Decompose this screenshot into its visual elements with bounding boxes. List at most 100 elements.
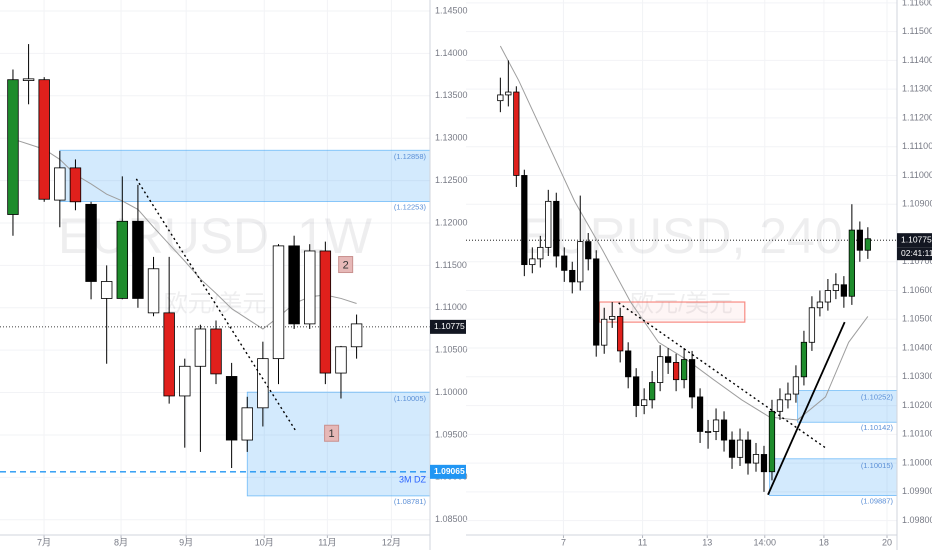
candle-body — [304, 250, 316, 325]
candle-body — [784, 393, 792, 401]
zone-label: (1.12253) — [394, 203, 427, 212]
zone-label: (1.10015) — [861, 461, 894, 470]
candle-body — [85, 203, 97, 282]
y-tick-label: 1.10000 — [902, 457, 932, 467]
x-tick-label: 11 — [638, 537, 647, 547]
candle-body — [832, 284, 840, 291]
x-tick-label: 10月 — [255, 537, 274, 547]
y-tick-label: 1.10600 — [902, 285, 932, 295]
y-tick-label: 1.11100 — [902, 141, 932, 151]
candle-body — [225, 376, 238, 441]
price-tag-label: 1.09065 — [434, 466, 465, 476]
candle-body — [553, 200, 560, 257]
trendline — [618, 302, 826, 449]
candle-body — [760, 454, 768, 473]
zone — [246, 391, 430, 497]
zone-label: (1.10142) — [861, 423, 894, 432]
candle-body — [163, 312, 175, 397]
x-tick-label: 11月 — [318, 537, 336, 547]
plot: EURUSD, 1W欧元/美元(1.12858)(1.12253)(1.1000… — [0, 0, 430, 535]
candle-body — [728, 439, 736, 458]
x-tick-label: 18 — [819, 537, 829, 547]
candle-body — [561, 255, 568, 271]
x-tick-label: 7 — [561, 537, 566, 547]
watermark-subtitle: 欧元/美元 — [164, 290, 267, 317]
x-tick-label: 8月 — [114, 537, 128, 547]
zone-label: (1.12858) — [394, 152, 427, 161]
x-tick-label: 13 — [702, 537, 712, 547]
x-tick-label: 20 — [882, 537, 892, 547]
candle-body — [179, 365, 191, 397]
candle-body — [569, 269, 576, 283]
candle-body — [593, 258, 600, 346]
candle-body — [69, 167, 82, 203]
zone — [769, 458, 897, 496]
candle-body — [824, 290, 832, 303]
candle-body — [505, 91, 512, 96]
candle-body — [241, 407, 253, 441]
candle-body — [545, 200, 552, 248]
candle-body — [649, 382, 656, 401]
y-tick-label: 1.10500 — [902, 314, 932, 324]
y-tick-label: 1.10300 — [902, 371, 932, 381]
y-tick-label: 1.12000 — [435, 217, 468, 227]
countdown-label: 02:41:11 — [901, 248, 932, 258]
candle-body — [808, 307, 816, 343]
zone-note: 3M DZ — [399, 474, 427, 484]
candle-body — [350, 323, 363, 348]
candle-body — [792, 376, 800, 395]
y-tick-label: 1.11500 — [435, 260, 467, 270]
candle-body — [335, 346, 347, 374]
candle-body — [752, 454, 760, 464]
candle-body — [497, 94, 504, 102]
candle-body — [577, 241, 584, 283]
candle-body — [210, 328, 222, 375]
candle-body — [601, 318, 608, 346]
candle-body — [776, 399, 784, 412]
candle-body — [22, 78, 35, 81]
candle-body — [194, 328, 207, 367]
candle-body — [633, 376, 640, 406]
y-tick-label: 1.10000 — [435, 387, 468, 397]
candle-body — [319, 250, 332, 374]
candle-body — [864, 238, 871, 251]
candle-body — [840, 284, 847, 297]
plot: EURUSD, 240 欧元/美元 (1.10252) (1.10142) (1.100… — [466, 0, 897, 535]
zone-label: (1.08781) — [394, 497, 427, 506]
candle-body — [272, 245, 285, 360]
y-tick-label: 1.11200 — [902, 112, 932, 122]
candle-body — [100, 281, 113, 299]
candle-body — [856, 229, 863, 251]
zone — [598, 301, 746, 323]
candle-body — [529, 258, 536, 266]
candle-body — [800, 341, 808, 378]
y-tick-label: 1.10400 — [902, 342, 932, 352]
candle-body — [132, 220, 144, 299]
y-tick-label: 1.11600 — [902, 0, 932, 7]
annotation-text: 1 — [329, 428, 335, 440]
candle-body — [537, 246, 544, 260]
candle-body — [848, 229, 855, 297]
candle-body — [720, 419, 728, 441]
price-tag — [430, 464, 466, 479]
x-tick-label: 9月 — [179, 537, 193, 547]
trendline — [767, 321, 846, 496]
candle-body — [116, 220, 129, 299]
zone-label: (1.10005) — [394, 394, 427, 403]
y-tick-label: 1.12500 — [435, 175, 468, 185]
y-tick-label: 1.11000 — [435, 302, 467, 312]
x-tick-label: 12月 — [382, 537, 401, 547]
zone-label: (1.10252) — [861, 393, 894, 402]
y-tick-label: 1.11000 — [902, 170, 932, 180]
y-tick-label: 1.10900 — [902, 199, 932, 209]
y-tick-label: 1.08500 — [435, 514, 468, 524]
candle-body — [625, 350, 632, 378]
price-tag-label: 1.10775 — [434, 321, 465, 331]
y-tick-label: 1.09800 — [902, 515, 932, 525]
y-tick-label: 1.09900 — [902, 486, 932, 496]
candle-body — [288, 245, 300, 325]
candle-body — [7, 79, 19, 215]
y-tick-label: 1.10100 — [902, 429, 932, 439]
